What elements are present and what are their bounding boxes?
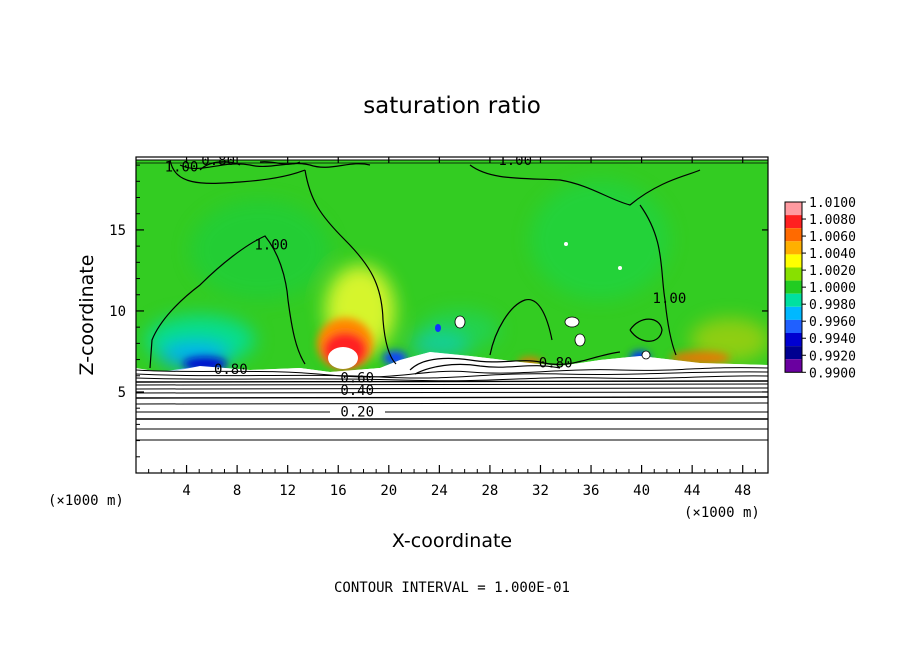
- x-tick-label: 12: [279, 483, 296, 499]
- colorbar-swatch: [785, 319, 802, 333]
- x-unit-label-right: (×1000 m): [684, 505, 760, 521]
- colorbar-swatch: [785, 293, 802, 307]
- colorbar-swatch: [785, 359, 802, 373]
- x-axis-label: X-coordinate: [392, 530, 512, 552]
- contour-labels: 1.00 0.80 1.001.001.000.800.600.800.400.20: [165, 153, 687, 420]
- cloud-contours: [149, 159, 701, 375]
- colorbar: 1.0100 1.0080 1.0060 1.0040 1.0020 1.0000 0.99…: [784, 196, 856, 381]
- contour-interval-note: CONTOUR INTERVAL = 1.000E-01: [334, 580, 570, 596]
- colorbar-swatch: [785, 241, 802, 255]
- chart-title: saturation ratio: [363, 93, 541, 119]
- contour-label: 0.80: [539, 356, 573, 372]
- colorbar-label: 0.9960: [809, 315, 856, 330]
- x-tick-label: 4: [182, 483, 190, 499]
- contour-label: 0.80: [201, 153, 235, 169]
- colorbar-swatch: [785, 306, 802, 320]
- colorbar-swatch: [785, 280, 802, 294]
- colorbar-swatch: [785, 333, 802, 347]
- x-tick-label: 20: [380, 483, 397, 499]
- x-tick-label: 8: [233, 483, 241, 499]
- x-tick-label: 32: [532, 483, 549, 499]
- colorbar-label: 1.0060: [809, 230, 856, 245]
- colorbar-label: 1.0000: [809, 281, 856, 296]
- colorbar-label: 1.0040: [809, 247, 856, 262]
- contour-label: 1.00: [165, 160, 199, 176]
- contour-label: 1.00: [254, 237, 288, 253]
- colorbar-label: 1.0100: [809, 196, 856, 211]
- cloud-speckles: [435, 242, 651, 360]
- colorbar-swatch: [785, 228, 802, 242]
- colorbar-label: 1.0080: [809, 213, 856, 228]
- x-tick-label: 44: [684, 483, 701, 499]
- contour-label: 0.40: [340, 383, 374, 399]
- colorbar-swatch: [785, 202, 802, 216]
- contour-label: 0.80: [214, 362, 248, 378]
- colorbar-label: 0.9900: [809, 366, 856, 381]
- top-boundary: [136, 157, 768, 160]
- colorbar-swatch: [785, 267, 802, 281]
- colorbar-label: 0.9940: [809, 332, 856, 347]
- y-axis-label: Z-coordinate: [76, 255, 98, 376]
- x-tick-label: 48: [734, 483, 751, 499]
- colorbar-swatch: [785, 254, 802, 268]
- colorbar-swatch: [785, 215, 802, 229]
- colorbar-label: 1.0020: [809, 264, 856, 279]
- stratified-contours: [136, 367, 768, 441]
- x-tick-label: 36: [583, 483, 600, 499]
- colorbar-label: 0.9920: [809, 349, 856, 364]
- x-tick-label: 40: [633, 483, 650, 499]
- colorbar-label: 0.9980: [809, 298, 856, 313]
- x-tick-label: 24: [431, 483, 448, 499]
- contour-label: 1.00: [498, 153, 532, 169]
- contour-label: 0.20: [340, 404, 374, 420]
- x-tick-label: 28: [481, 483, 498, 499]
- colorbar-swatch: [785, 346, 802, 360]
- plot-area: 1.00 0.80 1.001.001.000.800.600.800.400.20: [136, 153, 768, 473]
- x-tick-label: 16: [330, 483, 347, 499]
- y-tick-label: 10: [109, 304, 126, 320]
- field-features: [145, 180, 768, 368]
- x-unit-label-left: (×1000 m): [48, 493, 124, 509]
- y-tick-label: 5: [118, 385, 126, 401]
- contour-label: 1.00: [653, 291, 687, 307]
- y-tick-label: 15: [109, 223, 126, 239]
- white-core: [328, 347, 358, 369]
- contour-label: 0.60: [340, 370, 374, 386]
